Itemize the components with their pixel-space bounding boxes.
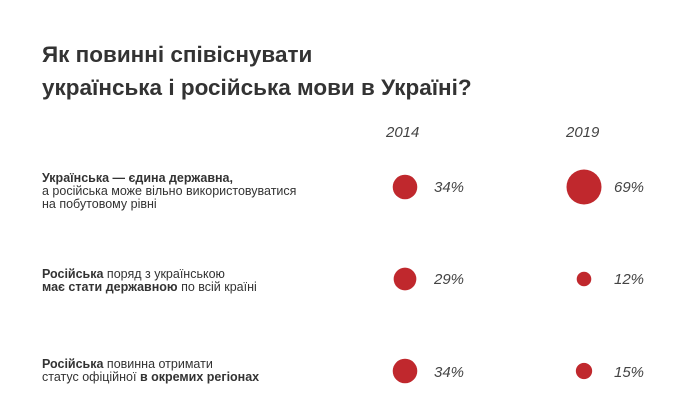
bubble-row2-2019 — [576, 271, 592, 287]
bubble-row3-2019 — [575, 362, 593, 380]
row-label-3-start-b: статус офіційної — [42, 370, 140, 384]
bubble-row1-2019 — [566, 169, 602, 205]
bubble-row3-2014 — [392, 358, 418, 384]
row-label-3-rest-a: повинна отримати — [103, 357, 213, 371]
column-header-2019: 2019 — [566, 124, 600, 141]
value-label-row3-2019: 15% — [614, 364, 645, 381]
row-label-2: Російська поряд з українською має стати … — [42, 268, 382, 294]
row-label-2-bold-a: Російська — [42, 267, 104, 281]
value-label-row2-2014: 29% — [434, 271, 465, 288]
value-label-row3-2014: 34% — [434, 364, 465, 381]
chart-title-line2: українська і російська мови в Україні? — [42, 75, 472, 100]
value-label-row2-2019: 12% — [614, 271, 645, 288]
row-label-2-rest-a: поряд з українською — [103, 267, 225, 281]
value-label-row1-2014: 34% — [434, 179, 465, 196]
row-label-3-bold-b: в окремих регіонах — [139, 370, 260, 384]
row-label-1-bold: Українська — єдина державна, — [42, 171, 233, 185]
row-label-3: Російська повинна отримати статус офіцій… — [42, 358, 382, 384]
row-label-1-line3: на побутовому рівні — [42, 197, 157, 211]
row-label-2-bold-b: має стати державною — [42, 280, 178, 294]
row-label-2-rest-b: по всій країні — [177, 280, 257, 294]
bubble-row2-2014 — [393, 267, 417, 291]
row-label-1-line2: а російська може вільно використовуватис… — [42, 184, 297, 198]
chart-title-line1: Як повинні співіснувати — [42, 42, 313, 67]
value-label-row1-2019: 69% — [614, 179, 645, 196]
chart-title: Як повинні співіснувати українська і рос… — [42, 38, 642, 104]
row-label-1: Українська — єдина державна, а російська… — [42, 172, 382, 211]
row-label-3-bold-a: Російська — [42, 357, 104, 371]
column-header-2014: 2014 — [386, 124, 420, 141]
bubble-row1-2014 — [392, 174, 418, 200]
